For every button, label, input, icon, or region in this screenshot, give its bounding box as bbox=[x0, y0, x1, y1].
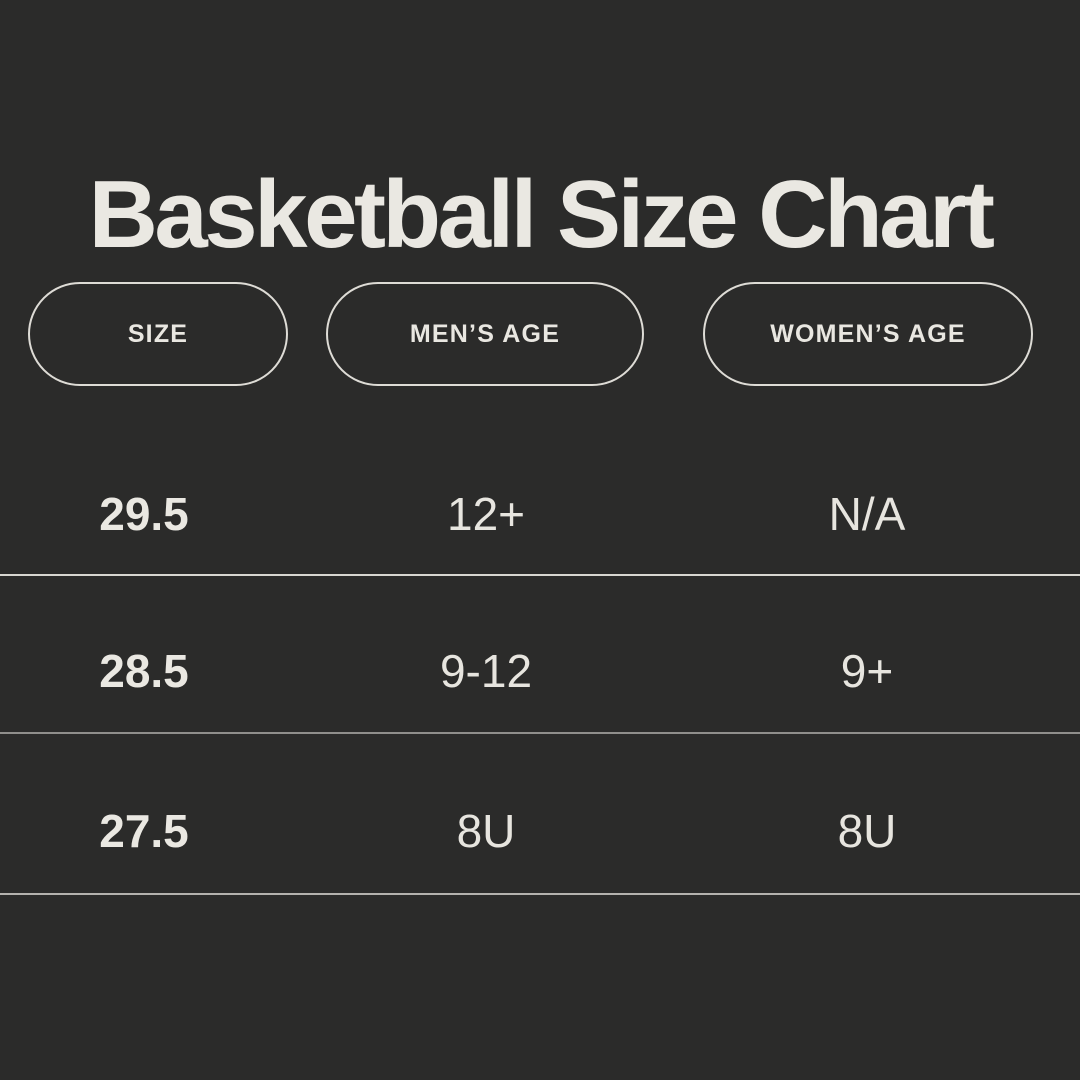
cell-size: 28.5 bbox=[99, 644, 189, 697]
cell-mens-age: 9-12 bbox=[439, 644, 533, 697]
cell-mens-age: 12+ bbox=[446, 487, 526, 540]
column-header-pill-womens-age: WOMEN’S AGE bbox=[703, 282, 1033, 386]
row-divider bbox=[0, 893, 1080, 895]
cell-mens-age: 8U bbox=[456, 804, 516, 857]
column-header-label-size: SIZE bbox=[127, 319, 189, 348]
page-title: Basketball Size Chart bbox=[88, 161, 995, 269]
table-row: 29.5 12+ N/A bbox=[0, 416, 1080, 575]
row-divider bbox=[0, 732, 1080, 734]
table-row: 27.5 8U 8U bbox=[0, 733, 1080, 894]
cell-womens-age: N/A bbox=[828, 487, 906, 540]
column-header-pill-mens-age: MEN’S AGE bbox=[326, 282, 644, 386]
column-header-label-womens-age: WOMEN’S AGE bbox=[770, 319, 966, 348]
column-header-pill-size: SIZE bbox=[28, 282, 288, 386]
row-divider bbox=[0, 574, 1080, 576]
cell-womens-age: 9+ bbox=[840, 644, 894, 697]
table-row: 28.5 9-12 9+ bbox=[0, 575, 1080, 733]
column-header-label-mens-age: MEN’S AGE bbox=[409, 319, 561, 348]
cell-size: 27.5 bbox=[99, 804, 189, 857]
cell-womens-age: 8U bbox=[837, 804, 897, 857]
cell-size: 29.5 bbox=[99, 487, 189, 540]
